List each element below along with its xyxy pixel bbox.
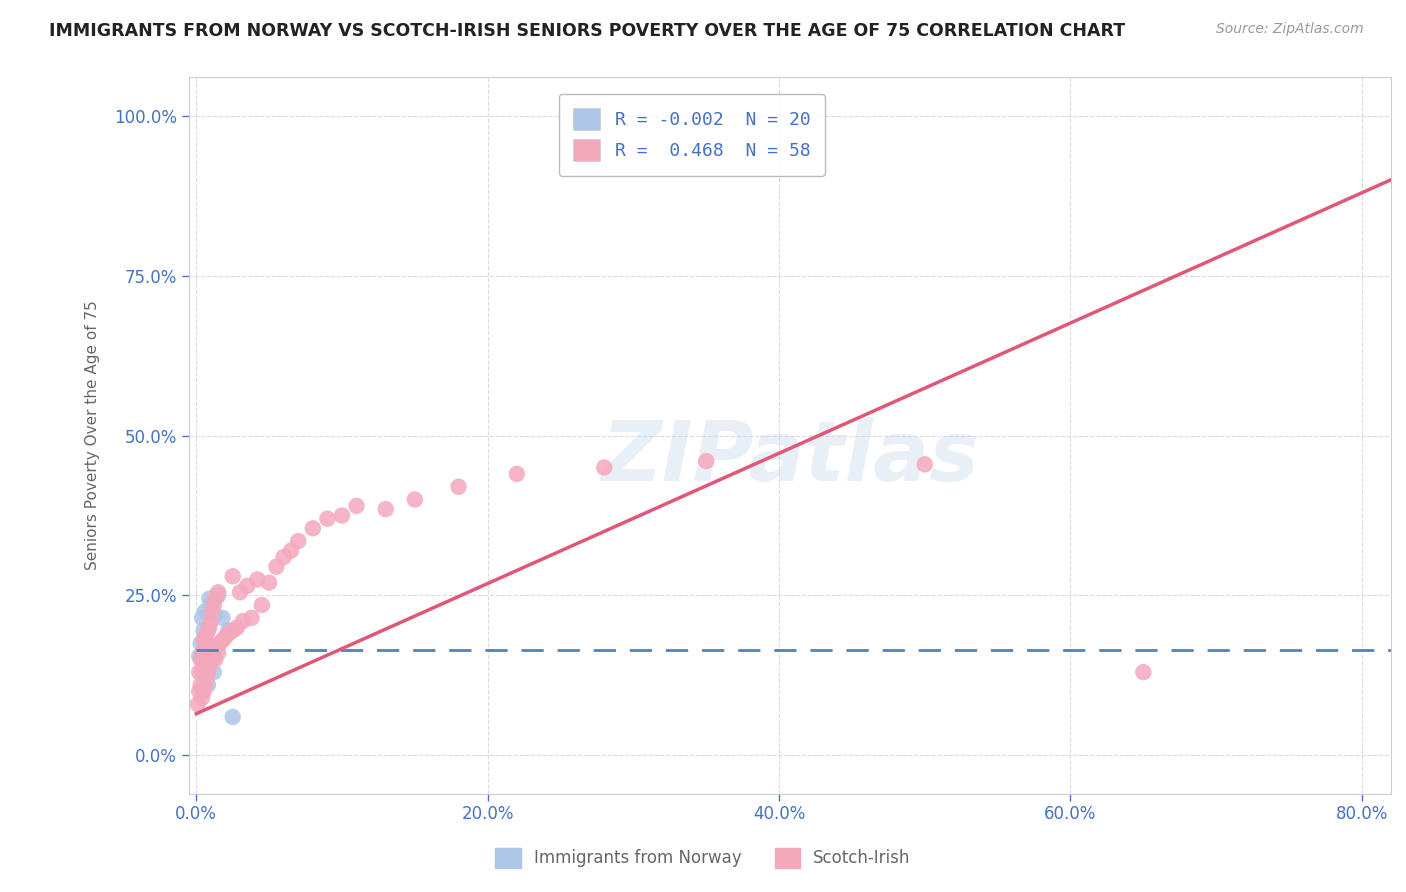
Point: [302, 521, 325, 535]
Point: [197, 678, 219, 692]
Point: [208, 636, 231, 650]
Point: [202, 649, 225, 664]
Point: [217, 624, 239, 638]
Point: [200, 614, 222, 628]
Text: ZIPatlas: ZIPatlas: [600, 417, 979, 498]
Point: [188, 665, 211, 680]
Point: [188, 649, 211, 664]
Point: [211, 611, 233, 625]
Point: [188, 684, 211, 698]
Point: [404, 492, 426, 507]
Point: [447, 480, 470, 494]
Point: [330, 508, 353, 523]
Point: [194, 649, 217, 664]
Text: Source: ZipAtlas.com: Source: ZipAtlas.com: [1216, 22, 1364, 37]
Point: [346, 499, 368, 513]
Point: [191, 665, 214, 680]
Point: [226, 620, 249, 634]
Point: [287, 534, 309, 549]
Legend: Immigrants from Norway, Scotch-Irish: Immigrants from Norway, Scotch-Irish: [489, 841, 917, 875]
Point: [222, 710, 245, 724]
Point: [194, 678, 217, 692]
Point: [207, 585, 229, 599]
Point: [200, 652, 222, 666]
Point: [273, 550, 295, 565]
Point: [229, 585, 252, 599]
Point: [246, 573, 269, 587]
Point: [190, 652, 212, 666]
Point: [197, 624, 219, 638]
Point: [198, 620, 221, 634]
Legend: R = -0.002  N = 20, R =  0.468  N = 58: R = -0.002 N = 20, R = 0.468 N = 58: [558, 94, 825, 176]
Point: [190, 636, 212, 650]
Point: [207, 589, 229, 603]
Point: [197, 665, 219, 680]
Point: [506, 467, 529, 481]
Point: [200, 598, 222, 612]
Point: [193, 658, 215, 673]
Point: [374, 502, 396, 516]
Point: [191, 611, 214, 625]
Point: [207, 646, 229, 660]
Point: [222, 569, 245, 583]
Point: [195, 672, 218, 686]
Point: [195, 636, 218, 650]
Text: IMMIGRANTS FROM NORWAY VS SCOTCH-IRISH SENIORS POVERTY OVER THE AGE OF 75 CORREL: IMMIGRANTS FROM NORWAY VS SCOTCH-IRISH S…: [49, 22, 1125, 40]
Point: [195, 627, 218, 641]
Point: [217, 627, 239, 641]
Y-axis label: Seniors Poverty Over the Age of 75: Seniors Poverty Over the Age of 75: [86, 301, 100, 570]
Point: [202, 598, 225, 612]
Point: [222, 624, 245, 638]
Point: [240, 611, 263, 625]
Point: [593, 460, 616, 475]
Point: [257, 575, 280, 590]
Point: [193, 649, 215, 664]
Point: [193, 684, 215, 698]
Point: [198, 658, 221, 673]
Point: [914, 458, 936, 472]
Point: [204, 607, 226, 622]
Point: [198, 591, 221, 606]
Point: [266, 559, 288, 574]
Point: [236, 579, 259, 593]
Point: [201, 604, 224, 618]
Point: [201, 652, 224, 666]
Point: [280, 543, 302, 558]
Point: [191, 690, 214, 705]
Point: [232, 614, 254, 628]
Point: [190, 678, 212, 692]
Point: [1132, 665, 1154, 680]
Point: [695, 454, 717, 468]
Point: [187, 697, 209, 711]
Point: [204, 591, 226, 606]
Point: [191, 646, 214, 660]
Point: [250, 598, 273, 612]
Point: [214, 630, 236, 644]
Point: [316, 511, 339, 525]
Point: [193, 633, 215, 648]
Point: [204, 652, 226, 666]
Point: [193, 624, 215, 638]
Point: [194, 604, 217, 618]
Point: [211, 633, 233, 648]
Point: [201, 642, 224, 657]
Point: [194, 636, 217, 650]
Point: [202, 665, 225, 680]
Point: [195, 662, 218, 676]
